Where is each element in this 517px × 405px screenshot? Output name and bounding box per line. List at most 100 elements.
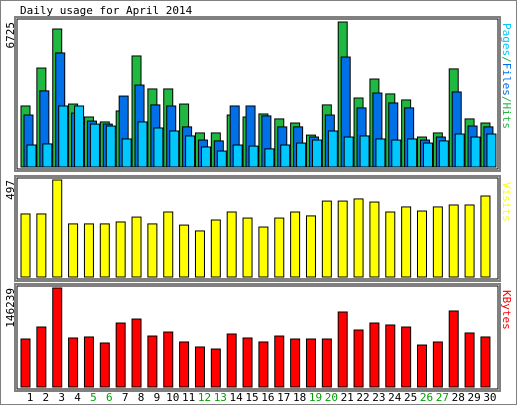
- bar: [385, 324, 396, 388]
- bar: [147, 223, 158, 278]
- x-tick-label: 4: [74, 391, 81, 404]
- bar: [99, 223, 110, 278]
- bar: [83, 336, 94, 388]
- bar: [432, 206, 443, 278]
- bar: [99, 342, 110, 388]
- bar: [105, 125, 116, 168]
- x-tick-label: 28: [452, 391, 465, 404]
- bar: [115, 322, 126, 388]
- bar: [486, 133, 497, 168]
- bar: [343, 136, 354, 168]
- bar: [401, 206, 412, 278]
- bar: [52, 179, 63, 278]
- bar: [423, 142, 433, 168]
- bar: [36, 326, 47, 388]
- bar: [20, 338, 31, 388]
- bar: [305, 215, 316, 278]
- bar: [258, 341, 269, 388]
- legend-entry: Pages: [500, 23, 513, 56]
- bar: [337, 311, 348, 388]
- chart-title: Daily usage for April 2014: [20, 4, 193, 17]
- bar: [200, 146, 211, 168]
- bar: [36, 213, 47, 278]
- y-tick-label: 497: [4, 180, 17, 200]
- bar: [58, 105, 69, 168]
- bar: [464, 204, 475, 278]
- x-tick-label: 21: [341, 391, 354, 404]
- bar: [417, 210, 427, 278]
- bar: [242, 217, 253, 278]
- bar: [42, 143, 53, 168]
- legend: KBytes: [500, 290, 513, 330]
- bar: [147, 335, 158, 388]
- legend-entry: Files: [500, 63, 513, 96]
- bar: [480, 195, 491, 278]
- bar: [448, 310, 459, 388]
- bar: [74, 105, 85, 168]
- bar: [216, 150, 227, 168]
- bar: [163, 331, 174, 388]
- x-tick-label: 22: [356, 391, 369, 404]
- x-tick-label: 3: [58, 391, 65, 404]
- bar: [448, 204, 459, 278]
- x-tick-label: 16: [261, 391, 274, 404]
- bar: [242, 337, 253, 388]
- bar: [83, 223, 94, 278]
- x-tick-label: 17: [277, 391, 290, 404]
- bar: [401, 326, 412, 388]
- bar: [226, 211, 237, 278]
- bar: [274, 217, 285, 278]
- x-tick-label: 10: [166, 391, 179, 404]
- x-tick-label: 25: [404, 391, 417, 404]
- x-tick-label: 26: [420, 391, 433, 404]
- bar: [137, 121, 148, 168]
- bar: [470, 136, 481, 168]
- x-tick-label: 9: [154, 391, 161, 404]
- x-tick-label: 15: [245, 391, 258, 404]
- bar: [375, 138, 386, 168]
- bar: [179, 224, 190, 278]
- x-tick-label: 30: [483, 391, 496, 404]
- bar: [438, 140, 449, 168]
- bar: [248, 145, 259, 168]
- x-tick-label: 24: [388, 391, 402, 404]
- x-tick-label: 29: [467, 391, 480, 404]
- x-tick-label: 2: [43, 391, 50, 404]
- bar: [264, 148, 275, 168]
- bar: [321, 200, 332, 278]
- bar: [185, 135, 196, 168]
- legend-entry: KBytes: [500, 290, 513, 330]
- bar: [131, 216, 142, 278]
- legend-separator: /: [500, 96, 513, 103]
- bar: [163, 211, 174, 278]
- x-tick-label: 14: [230, 391, 244, 404]
- panel-inner-frame: [16, 177, 499, 280]
- bar: [480, 336, 491, 388]
- legend-entry: Hits: [500, 103, 513, 130]
- bar: [391, 139, 402, 168]
- y-tick-label: 146239: [4, 288, 17, 328]
- legend: Visits: [500, 182, 513, 222]
- bar: [290, 338, 301, 388]
- bar: [321, 338, 332, 388]
- bar: [280, 144, 291, 168]
- bar: [327, 130, 338, 168]
- legend-entry: Visits: [500, 182, 513, 222]
- bar: [353, 198, 364, 278]
- panel-inner-frame: [16, 18, 499, 170]
- bar: [20, 213, 31, 278]
- bar: [432, 341, 443, 388]
- bar: [407, 138, 418, 168]
- bar: [305, 338, 316, 388]
- x-tick-label: 23: [372, 391, 385, 404]
- bar: [353, 329, 364, 388]
- legend-separator: /: [500, 56, 513, 63]
- bar: [179, 341, 190, 388]
- bar: [369, 201, 380, 278]
- bar: [258, 226, 269, 278]
- bar: [210, 348, 221, 388]
- bar: [385, 211, 396, 278]
- bar: [26, 144, 37, 168]
- bar: [121, 138, 132, 168]
